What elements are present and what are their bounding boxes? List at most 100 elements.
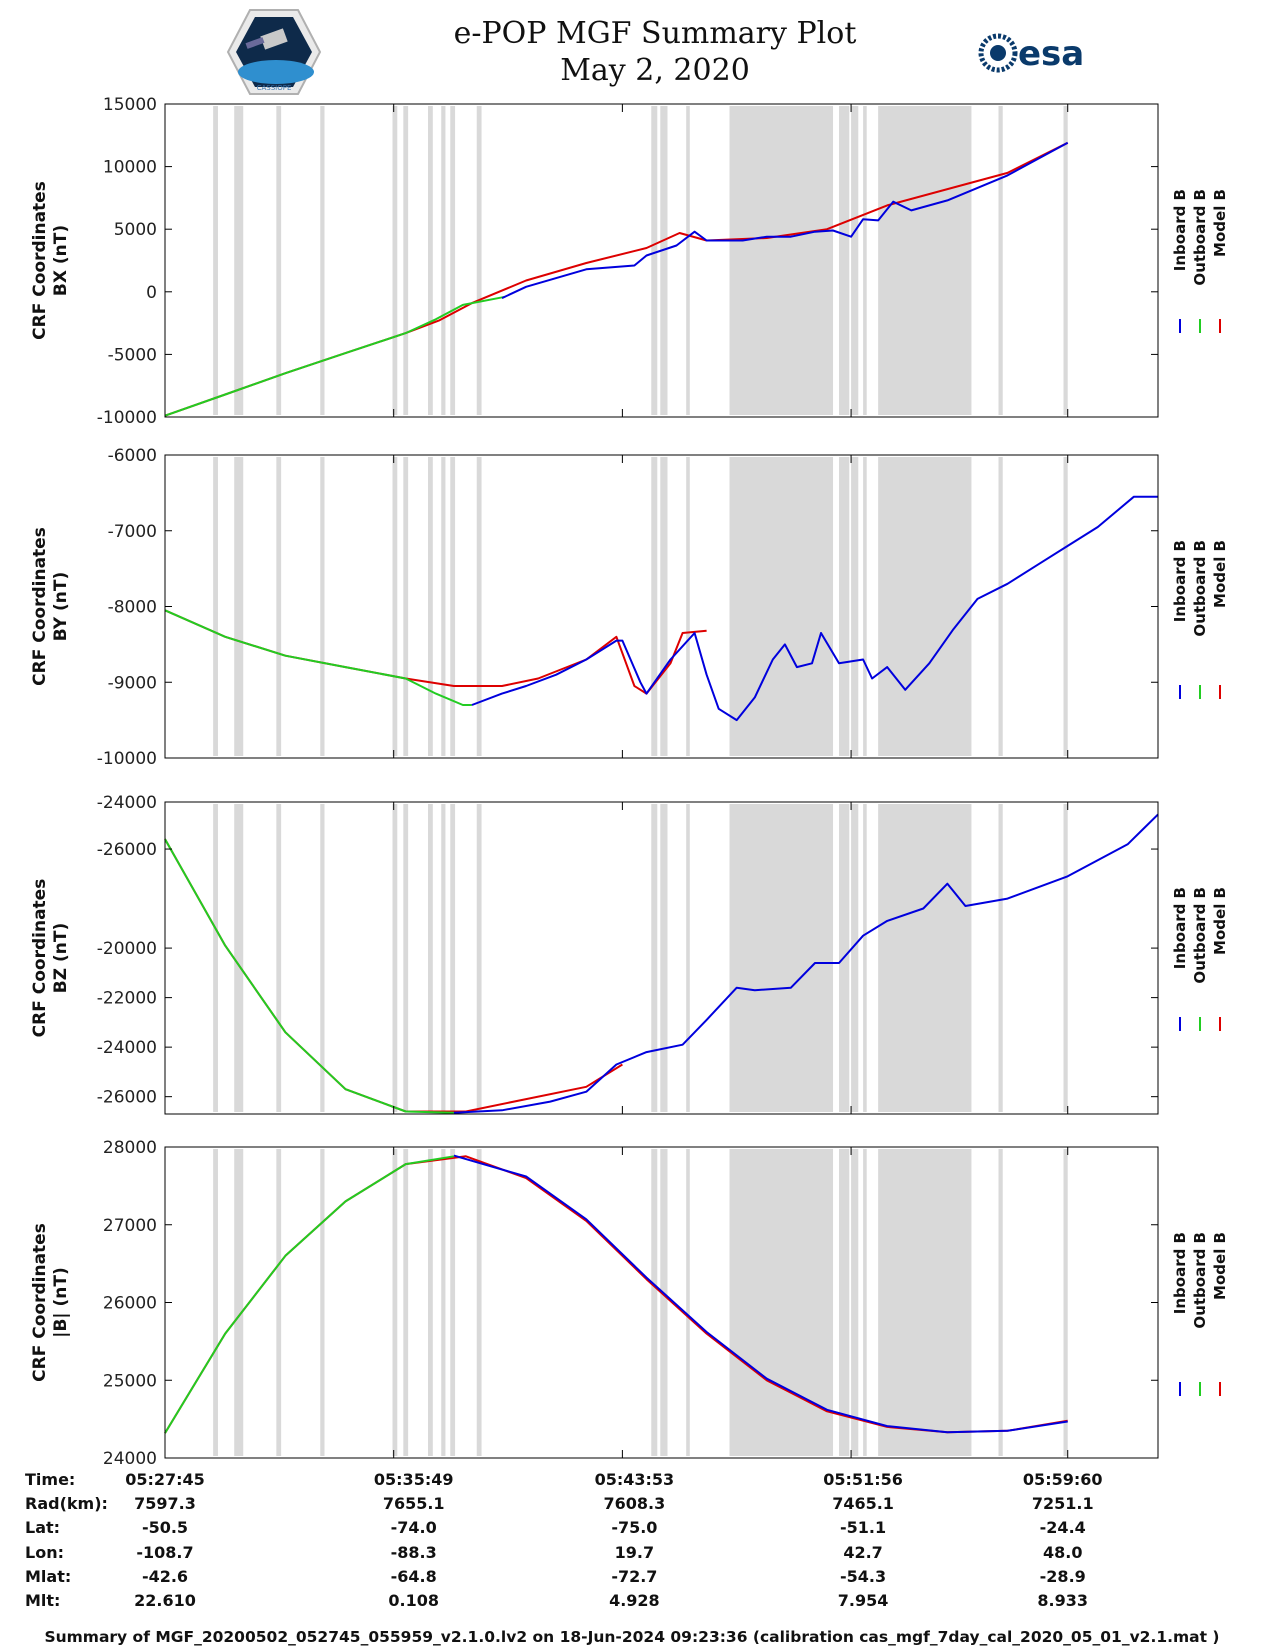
info-row-label: Mlat: — [25, 1567, 71, 1586]
legend-label: Inboard B — [1171, 1232, 1189, 1314]
gap-band — [729, 804, 834, 1112]
y-tick-label: -10000 — [97, 408, 157, 428]
gap-band — [427, 457, 433, 756]
gap-band — [851, 106, 859, 415]
gap-band — [427, 804, 433, 1112]
info-cell: 7251.1 — [1032, 1494, 1094, 1513]
gap-band — [450, 106, 456, 415]
series-line-outboard — [164, 609, 472, 706]
series-line-outboard — [164, 295, 506, 417]
y-tick-label: -24000 — [97, 1038, 157, 1058]
info-cell: 7597.3 — [134, 1494, 196, 1513]
gap-band — [234, 106, 244, 415]
info-cell: 05:27:45 — [125, 1470, 205, 1489]
gap-band — [276, 1149, 282, 1456]
gap-band — [686, 804, 690, 1112]
legend-label: Outboard B — [1191, 540, 1209, 637]
gap-band — [660, 106, 668, 415]
y-tick-label: -10000 — [97, 749, 157, 769]
gap-band — [234, 457, 244, 756]
info-cell: -50.5 — [142, 1518, 188, 1537]
gap-band — [476, 1149, 482, 1456]
chart-panel-1: 15000 10000 5000 0 -5000 -10000 CRF Coordinate… — [30, 95, 1229, 428]
info-cell: 48.0 — [1043, 1543, 1082, 1562]
chart-panels: 15000 10000 5000 0 -5000 -10000 CRF Coordinate… — [30, 95, 1229, 1469]
gap-band — [998, 804, 1003, 1112]
gap-band — [320, 106, 325, 415]
gap-band — [450, 804, 456, 1112]
y-tick-label: 5000 — [114, 220, 157, 240]
gap-band — [851, 804, 859, 1112]
gap-band — [998, 1149, 1003, 1456]
gap-band — [660, 804, 668, 1112]
y-tick-label: -26000 — [97, 840, 157, 860]
y-tick-label: -20000 — [97, 939, 157, 959]
info-cell: 0.108 — [388, 1591, 439, 1610]
gap-band — [998, 457, 1003, 756]
y-tick-label: -7000 — [108, 522, 157, 542]
chart-panel-3: -24000 -26000 -20000 -22000 -24000 -26000 CRF … — [30, 793, 1229, 1115]
gap-band — [998, 106, 1003, 415]
gap-band — [320, 804, 325, 1112]
gap-band — [729, 1149, 834, 1456]
y-tick-label: -22000 — [97, 989, 157, 1009]
plot-title: e-POP MGF Summary Plot — [454, 16, 857, 51]
info-table: Time: Rad(km): Lat: Lon: Mlat: Mlt: 05:27:45 75… — [25, 1470, 1103, 1610]
gap-band — [851, 457, 859, 756]
y-tick-label: 27000 — [103, 1216, 157, 1236]
info-cell: 8.933 — [1037, 1591, 1088, 1610]
legend-label: Inboard B — [1171, 540, 1189, 622]
y-tick-label: 25000 — [103, 1371, 157, 1391]
info-cell: -42.6 — [142, 1567, 188, 1586]
info-cell: 22.610 — [134, 1591, 196, 1610]
gap-band — [878, 106, 972, 415]
info-cell: 7608.3 — [604, 1494, 666, 1513]
gap-band — [234, 804, 244, 1112]
info-row-label: Mlt: — [25, 1591, 60, 1610]
gap-band — [276, 804, 282, 1112]
y-tick-label: -24000 — [97, 793, 157, 813]
info-cell: 42.7 — [843, 1543, 882, 1562]
y-tick-label: 15000 — [103, 95, 157, 115]
gap-band — [878, 804, 972, 1112]
info-cell: -24.4 — [1040, 1518, 1086, 1537]
plot-date: May 2, 2020 — [560, 53, 750, 88]
info-row-label: Time: — [25, 1470, 75, 1489]
gap-band — [839, 457, 850, 756]
gap-band — [427, 1149, 433, 1456]
plot-frame — [164, 801, 1159, 1115]
y-tick-label: 0 — [146, 283, 157, 303]
gap-band — [276, 106, 282, 415]
cassiope-logo-text: CASSIOPE — [257, 84, 292, 92]
gap-band — [476, 106, 482, 415]
info-cell: 4.928 — [609, 1591, 660, 1610]
series-line-inboard — [501, 141, 1069, 300]
gap-band — [1063, 804, 1068, 1112]
gap-band — [729, 106, 834, 415]
gap-band — [686, 106, 690, 415]
esa-logo-text: esa — [1018, 34, 1084, 74]
y-axis-title: CRF CoordinatesBZ (nT) — [30, 879, 71, 1038]
gap-band — [441, 106, 446, 415]
info-row-label: Lat: — [25, 1518, 60, 1537]
y-tick-label: -9000 — [108, 673, 157, 693]
legend-label: Inboard B — [1171, 189, 1189, 271]
info-cell: -28.9 — [1040, 1567, 1086, 1586]
plot-frame — [164, 103, 1159, 418]
info-cell: -72.7 — [611, 1567, 657, 1586]
info-cell: -74.0 — [391, 1518, 437, 1537]
y-tick-label: -5000 — [108, 345, 157, 365]
gap-band — [320, 1149, 325, 1456]
y-tick-label: 10000 — [103, 158, 157, 178]
legend-label: Outboard B — [1191, 887, 1209, 984]
info-cell: 7465.1 — [832, 1494, 894, 1513]
gap-band — [851, 1149, 859, 1456]
y-tick-label: -6000 — [108, 446, 157, 466]
gap-band — [1063, 457, 1068, 756]
info-cell: -108.7 — [136, 1543, 193, 1562]
gap-band — [403, 1149, 409, 1456]
gap-band — [660, 1149, 668, 1456]
y-axis-title: CRF CoordinatesBX (nT) — [30, 181, 71, 340]
gap-band — [403, 457, 409, 756]
